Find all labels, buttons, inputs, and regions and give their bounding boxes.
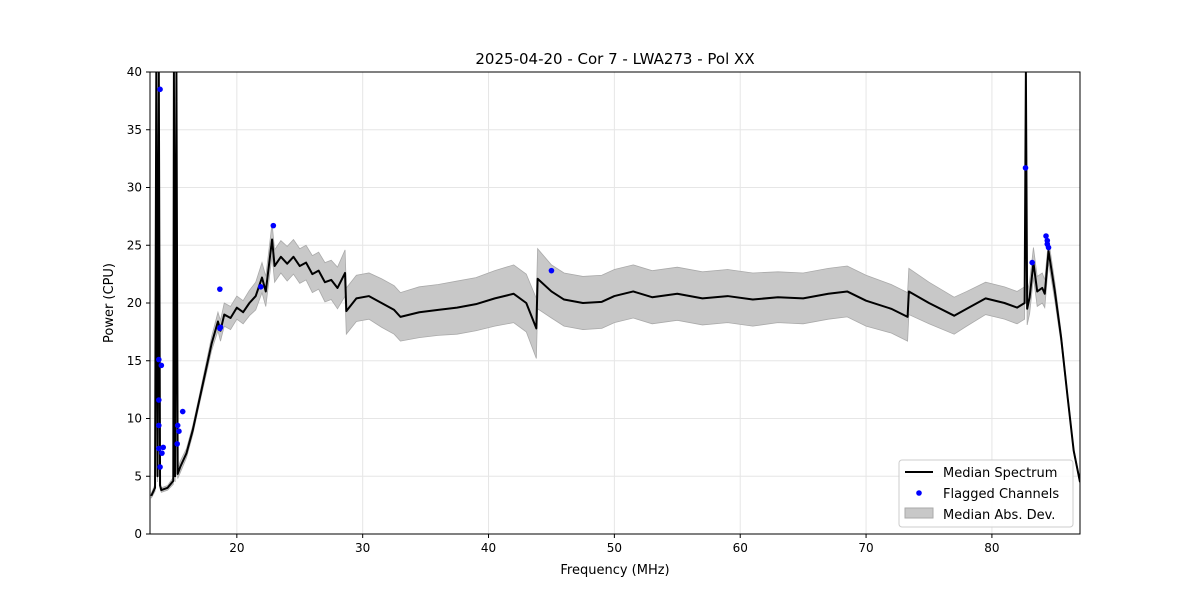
flagged-channel-point (217, 324, 224, 331)
legend-box (898, 459, 1074, 528)
x-tick-label: 60 (733, 541, 748, 555)
flagged-channel-point (1022, 165, 1029, 171)
legend-patch-marker (904, 507, 934, 519)
x-axis-label: Frequency (MHz) (560, 563, 669, 578)
flagged-channel-point (548, 267, 555, 274)
legend-label-median: Median Spectrum (943, 466, 1057, 481)
flagged-channel-point (270, 222, 277, 229)
x-tick-label: 80 (984, 541, 999, 555)
flagged-channel-point (156, 445, 162, 452)
y-tick-label: 5 (134, 469, 142, 483)
flagged-channel-point (157, 464, 163, 470)
x-tick-label: 30 (355, 541, 370, 555)
flagged-channel-point (1043, 233, 1049, 239)
flagged-channel-point (1029, 259, 1035, 266)
y-tick-label: 40 (127, 65, 142, 79)
flagged-channel-point (159, 450, 165, 456)
flagged-channel-point (257, 284, 264, 290)
ticks: 20 30 40 50 60 70 80 0 5 10 15 20 25 30 35 40 (127, 65, 1000, 555)
flagged-channel-point (217, 286, 223, 292)
y-tick-label: 35 (127, 123, 142, 137)
y-tick-label: 10 (127, 412, 142, 426)
flagged-channel-point (174, 422, 181, 429)
flagged-channel-point (160, 444, 167, 451)
flagged-channel-point (156, 422, 162, 429)
y-axis-label: Power (CPU) (102, 263, 117, 343)
legend-dot-marker (916, 490, 922, 496)
legend: Median Spectrum Flagged Channels Median … (898, 459, 1074, 528)
flagged-channel-point (1045, 244, 1052, 251)
x-tick-label: 70 (858, 541, 873, 555)
flagged-channel-point (158, 362, 165, 369)
plot-area (150, 72, 1080, 499)
y-tick-label: 25 (127, 238, 142, 252)
flagged-channel-point (156, 397, 162, 403)
legend-label-flagged: Flagged Channels (943, 487, 1059, 502)
chart-title: 2025-04-20 - Cor 7 - LWA273 - Pol XX (475, 50, 754, 68)
mad-band (150, 72, 1080, 499)
flagged-channel-point (176, 428, 182, 435)
flagged-channel-point (174, 441, 180, 447)
x-tick-label: 20 (229, 541, 244, 555)
median-spectrum-line (150, 72, 1080, 497)
legend-label-mad: Median Abs. Dev. (943, 508, 1055, 523)
y-tick-label: 30 (127, 181, 142, 195)
flagged-channel-point (156, 356, 162, 363)
x-tick-label: 50 (607, 541, 622, 555)
y-tick-label: 20 (127, 296, 142, 310)
flagged-channel-point (179, 408, 186, 415)
x-tick-label: 40 (481, 541, 496, 555)
y-tick-label: 15 (127, 354, 142, 368)
flagged-channel-point (157, 86, 163, 93)
y-tick-label: 0 (134, 527, 142, 541)
